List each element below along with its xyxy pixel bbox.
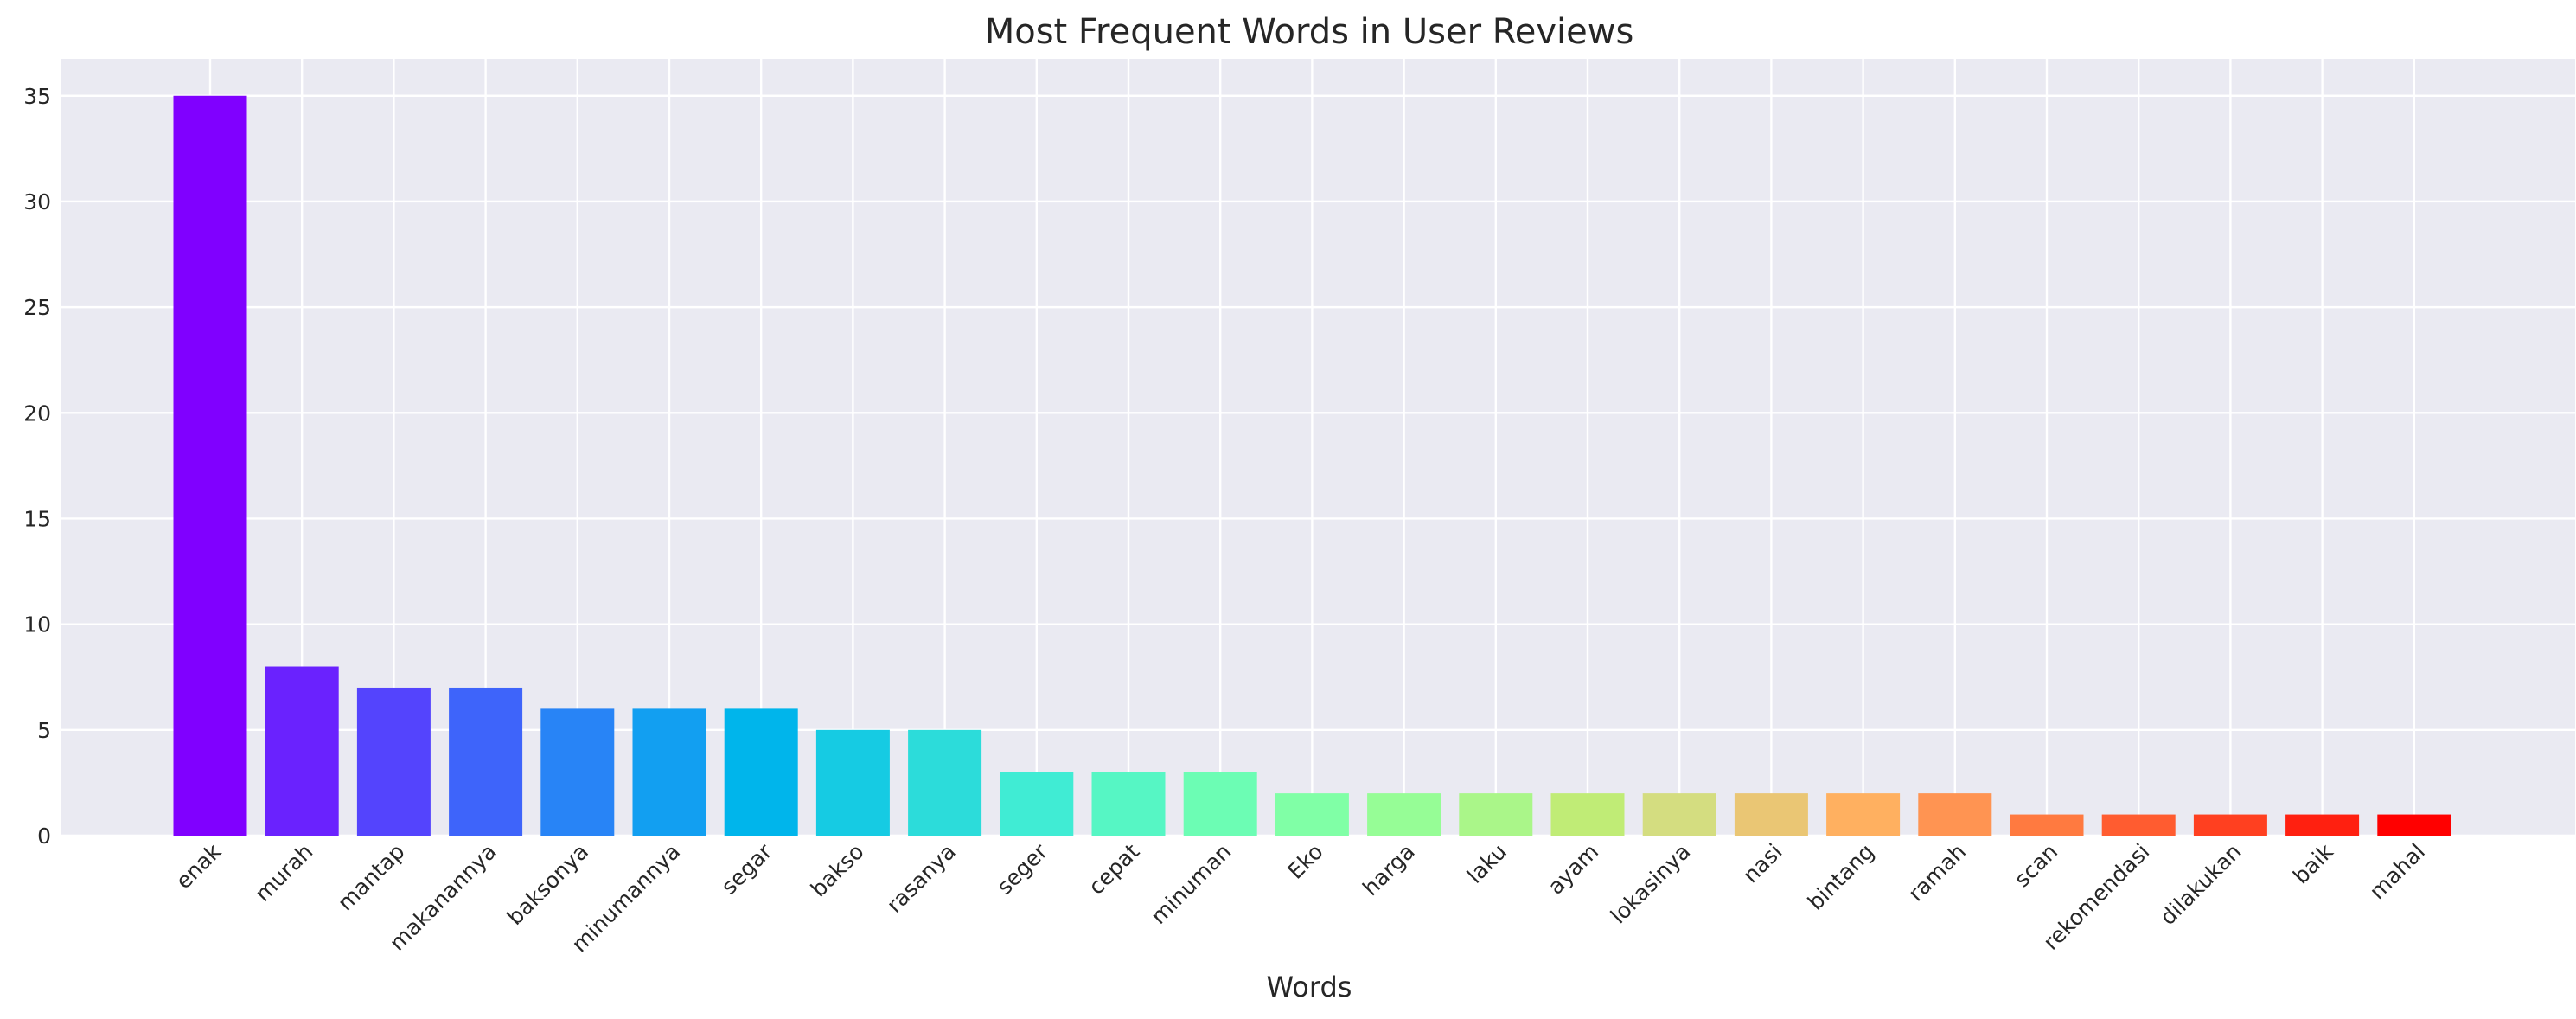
bar-baik xyxy=(2285,814,2360,836)
bar-bintang xyxy=(1826,793,1901,836)
chart-title: Most Frequent Words in User Reviews xyxy=(985,12,1634,52)
bar-seger xyxy=(1000,772,1074,836)
bar-bakso xyxy=(815,729,890,836)
x-tick-label: murah xyxy=(250,839,317,907)
x-tick-label: dilakukan xyxy=(2155,839,2246,930)
x-axis-label: Words xyxy=(1267,971,1352,1003)
x-tick-label: enak xyxy=(171,838,227,894)
bar-nasi xyxy=(1734,793,1808,836)
y-tick-label: 10 xyxy=(23,612,51,638)
y-tick-label: 30 xyxy=(23,189,51,215)
y-tick-label: 25 xyxy=(23,295,51,320)
x-tick-label: seger xyxy=(992,838,1052,899)
y-tick-label: 15 xyxy=(23,506,51,531)
bar-murah xyxy=(265,666,339,836)
bar-minuman xyxy=(1183,772,1257,836)
bar-lokasinya xyxy=(1642,793,1716,836)
bar-rekomendasi xyxy=(2101,814,2176,836)
bar-rasanya xyxy=(908,729,982,836)
y-tick-label: 35 xyxy=(23,84,51,109)
y-tick-label: 20 xyxy=(23,401,51,426)
bar-ramah xyxy=(1918,793,1992,836)
x-tick-label: laku xyxy=(1462,839,1512,888)
bar-Eko xyxy=(1275,793,1349,836)
x-tick-label: bintang xyxy=(1803,839,1879,915)
y-tick-label: 5 xyxy=(37,718,51,743)
x-tick-label: ayam xyxy=(1543,839,1603,900)
x-tick-label: bakso xyxy=(806,839,869,902)
bar-scan xyxy=(2010,814,2084,836)
x-tick-label: lokasinya xyxy=(1606,839,1696,929)
bars xyxy=(173,95,2451,836)
bar-mahal xyxy=(2377,814,2451,836)
bar-cepat xyxy=(1091,772,1166,836)
bar-harga xyxy=(1367,793,1441,836)
x-tick-label: nasi xyxy=(1738,839,1787,888)
x-tick-label: rasanya xyxy=(882,839,961,918)
x-tick-label: Eko xyxy=(1283,839,1328,884)
x-tick-label: segar xyxy=(717,838,777,899)
x-tick-label: cepat xyxy=(1083,839,1144,900)
bar-laku xyxy=(1459,793,1533,836)
y-axis-ticks: 0 5 10 15 20 25 30 35 xyxy=(23,84,51,849)
bar-baksonya xyxy=(540,708,615,836)
plot-area xyxy=(61,59,2575,836)
x-tick-label: mantap xyxy=(333,839,410,916)
x-tick-label: harga xyxy=(1358,839,1420,901)
x-tick-label: baksonya xyxy=(502,839,593,930)
grid xyxy=(61,59,2575,837)
x-tick-label: minuman xyxy=(1146,839,1236,929)
x-tick-label: ramah xyxy=(1903,839,1971,907)
bar-segar xyxy=(724,708,798,836)
x-tick-label: scan xyxy=(2010,839,2062,892)
y-tick-label: 0 xyxy=(37,824,51,849)
bar-mantap xyxy=(356,687,431,836)
x-tick-label: baik xyxy=(2288,838,2338,888)
bar-enak xyxy=(173,95,247,836)
bar-dilakukan xyxy=(2193,814,2267,836)
bar-makanannya xyxy=(449,687,523,836)
bar-ayam xyxy=(1550,793,1625,836)
bar-minumannya xyxy=(632,708,706,836)
x-tick-label: mahal xyxy=(2365,839,2431,905)
